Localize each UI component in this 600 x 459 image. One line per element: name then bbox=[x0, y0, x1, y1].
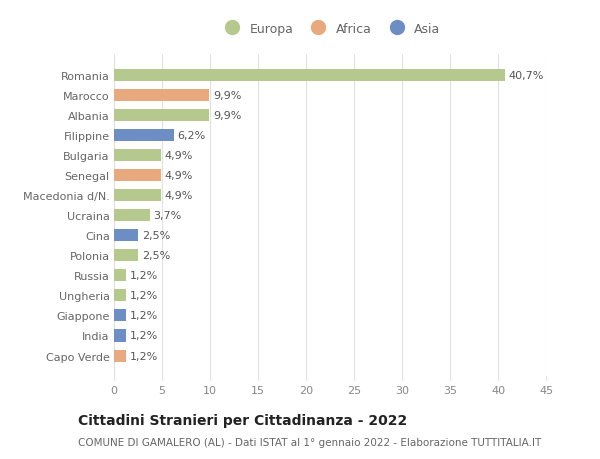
Text: 4,9%: 4,9% bbox=[165, 171, 193, 181]
Bar bbox=[114, 110, 209, 122]
Text: 2,5%: 2,5% bbox=[142, 251, 170, 261]
Bar bbox=[114, 350, 125, 362]
Text: COMUNE DI GAMALERO (AL) - Dati ISTAT al 1° gennaio 2022 - Elaborazione TUTTITALI: COMUNE DI GAMALERO (AL) - Dati ISTAT al … bbox=[78, 437, 541, 448]
Bar bbox=[114, 310, 125, 322]
Text: 6,2%: 6,2% bbox=[178, 131, 206, 141]
Text: 40,7%: 40,7% bbox=[509, 71, 544, 81]
Bar bbox=[114, 230, 138, 242]
Text: Cittadini Stranieri per Cittadinanza - 2022: Cittadini Stranieri per Cittadinanza - 2… bbox=[78, 413, 407, 427]
Bar bbox=[114, 190, 161, 202]
Text: 4,9%: 4,9% bbox=[165, 151, 193, 161]
Bar bbox=[114, 250, 138, 262]
Text: 1,2%: 1,2% bbox=[130, 311, 158, 321]
Bar bbox=[114, 70, 505, 82]
Bar bbox=[114, 330, 125, 342]
Bar bbox=[114, 150, 161, 162]
Bar bbox=[114, 290, 125, 302]
Bar bbox=[114, 270, 125, 282]
Text: 4,9%: 4,9% bbox=[165, 191, 193, 201]
Bar bbox=[114, 170, 161, 182]
Bar bbox=[114, 90, 209, 102]
Text: 2,5%: 2,5% bbox=[142, 231, 170, 241]
Text: 3,7%: 3,7% bbox=[154, 211, 182, 221]
Text: 9,9%: 9,9% bbox=[213, 111, 241, 121]
Bar bbox=[114, 130, 173, 142]
Text: 1,2%: 1,2% bbox=[130, 331, 158, 341]
Text: 1,2%: 1,2% bbox=[130, 351, 158, 361]
Legend: Europa, Africa, Asia: Europa, Africa, Asia bbox=[220, 23, 440, 36]
Text: 1,2%: 1,2% bbox=[130, 291, 158, 301]
Text: 9,9%: 9,9% bbox=[213, 91, 241, 101]
Bar bbox=[114, 210, 149, 222]
Text: 1,2%: 1,2% bbox=[130, 271, 158, 281]
